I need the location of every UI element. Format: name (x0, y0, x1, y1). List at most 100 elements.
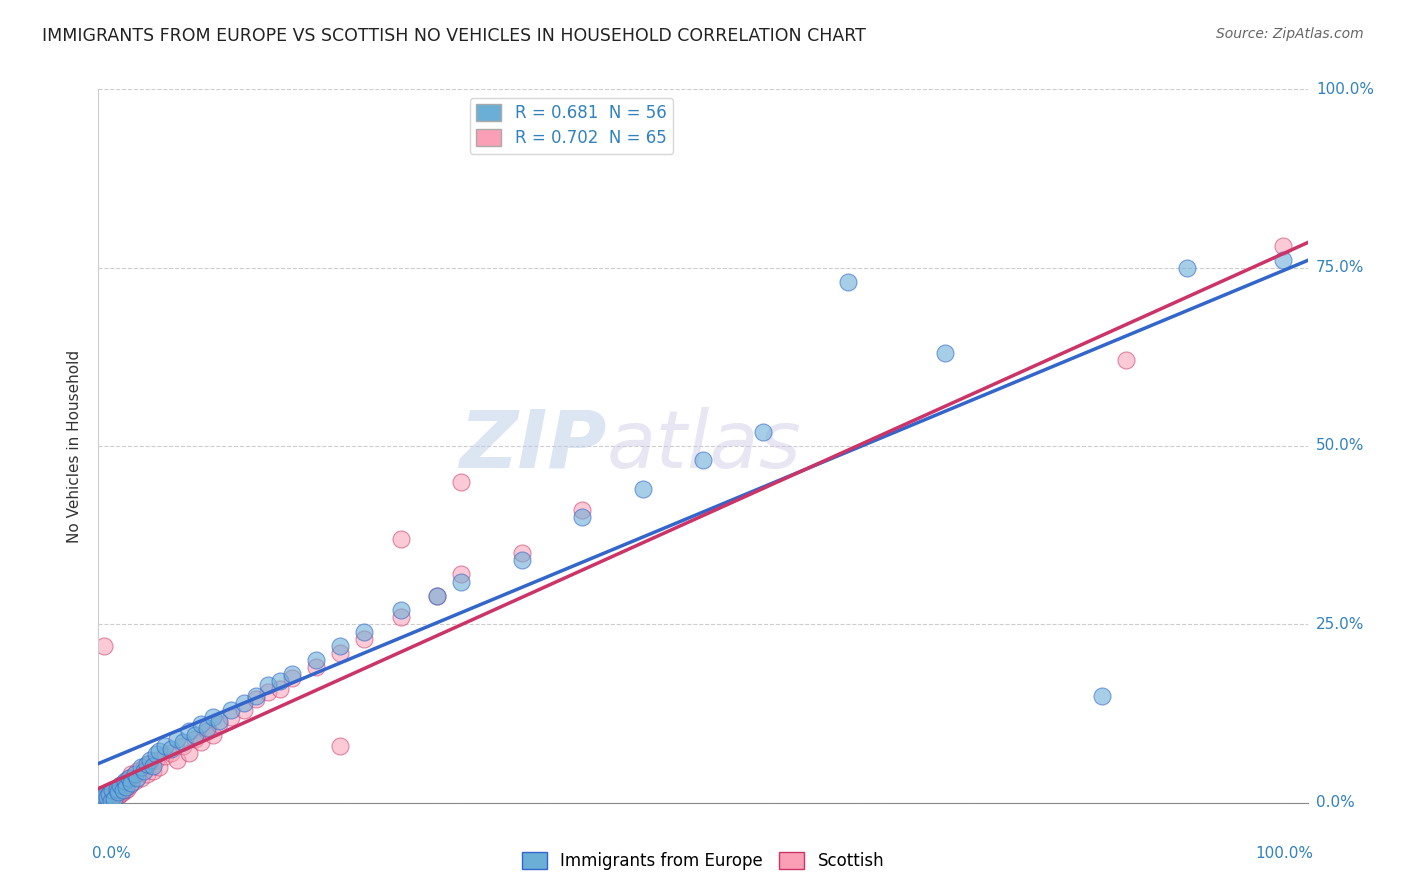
Point (172, 735, 194, 749)
Point (135, 756, 157, 771)
Point (305, 660, 328, 674)
Point (179, 746, 201, 760)
Point (184, 731, 207, 746)
Point (245, 692, 267, 706)
Point (108, 781, 131, 796)
Point (111, 785, 134, 799)
Point (138, 756, 160, 771)
Point (245, 689, 267, 703)
Point (117, 781, 139, 796)
Point (129, 760, 152, 774)
Point (571, 503, 593, 517)
Point (450, 567, 472, 582)
Point (166, 731, 188, 746)
Point (195, 724, 218, 739)
Point (110, 778, 132, 792)
Point (112, 776, 135, 790)
Point (631, 482, 654, 496)
Point (100, 794, 122, 808)
Point (134, 760, 156, 774)
Point (148, 760, 170, 774)
Point (107, 785, 129, 799)
Text: 100.0%: 100.0% (1256, 846, 1313, 861)
Point (232, 696, 254, 710)
Point (752, 425, 775, 439)
Point (389, 610, 412, 624)
Point (389, 603, 412, 617)
Point (692, 453, 714, 467)
Point (107, 789, 129, 803)
Point (124, 767, 146, 781)
Point (305, 653, 328, 667)
Point (1272, 253, 1295, 268)
Point (115, 780, 138, 794)
Point (202, 728, 225, 742)
Point (100, 785, 122, 799)
Point (98, 790, 121, 805)
Point (108, 778, 131, 792)
Text: 0.0%: 0.0% (93, 846, 131, 861)
Point (190, 717, 212, 731)
Point (934, 346, 956, 360)
Point (127, 771, 149, 785)
Point (184, 728, 207, 742)
Point (426, 589, 449, 603)
Text: ZIP: ZIP (458, 407, 606, 485)
Text: 100.0%: 100.0% (1316, 82, 1374, 96)
Point (118, 771, 141, 785)
Point (90, 794, 112, 808)
Point (329, 639, 352, 653)
Point (96, 790, 118, 805)
Point (93, 639, 115, 653)
Point (281, 667, 304, 681)
Point (221, 703, 243, 717)
Point (153, 749, 176, 764)
Point (134, 764, 156, 778)
Point (94, 793, 117, 807)
Point (353, 624, 375, 639)
Point (221, 710, 243, 724)
Point (118, 771, 141, 785)
Point (98, 787, 121, 801)
Point (256, 685, 278, 699)
Point (195, 721, 218, 735)
Point (153, 739, 176, 753)
Point (202, 710, 225, 724)
Point (97, 791, 120, 805)
Point (232, 703, 254, 717)
Point (269, 681, 291, 696)
Point (190, 735, 212, 749)
Point (103, 792, 125, 806)
Point (115, 774, 138, 789)
Point (105, 781, 128, 796)
Text: Source: ZipAtlas.com: Source: ZipAtlas.com (1216, 27, 1364, 41)
Point (1272, 239, 1295, 253)
Point (450, 475, 472, 489)
Point (172, 739, 194, 753)
Point (426, 589, 449, 603)
Point (103, 787, 125, 801)
Point (160, 746, 183, 760)
Point (450, 574, 472, 589)
Point (256, 678, 278, 692)
Point (93, 789, 115, 803)
Point (281, 671, 304, 685)
Y-axis label: No Vehicles in Household: No Vehicles in Household (67, 350, 83, 542)
Point (208, 717, 231, 731)
Point (1115, 353, 1137, 368)
Point (510, 553, 533, 567)
Point (329, 739, 352, 753)
Point (269, 674, 291, 689)
Point (101, 790, 124, 805)
Point (166, 753, 188, 767)
Point (114, 774, 136, 789)
Point (100, 783, 122, 797)
Point (93, 790, 115, 805)
Point (135, 767, 157, 781)
Point (118, 778, 141, 792)
Point (148, 744, 170, 758)
Point (124, 774, 146, 789)
Point (1175, 260, 1198, 275)
Point (353, 632, 375, 646)
Text: IMMIGRANTS FROM EUROPE VS SCOTTISH NO VEHICLES IN HOUSEHOLD CORRELATION CHART: IMMIGRANTS FROM EUROPE VS SCOTTISH NO VE… (42, 27, 866, 45)
